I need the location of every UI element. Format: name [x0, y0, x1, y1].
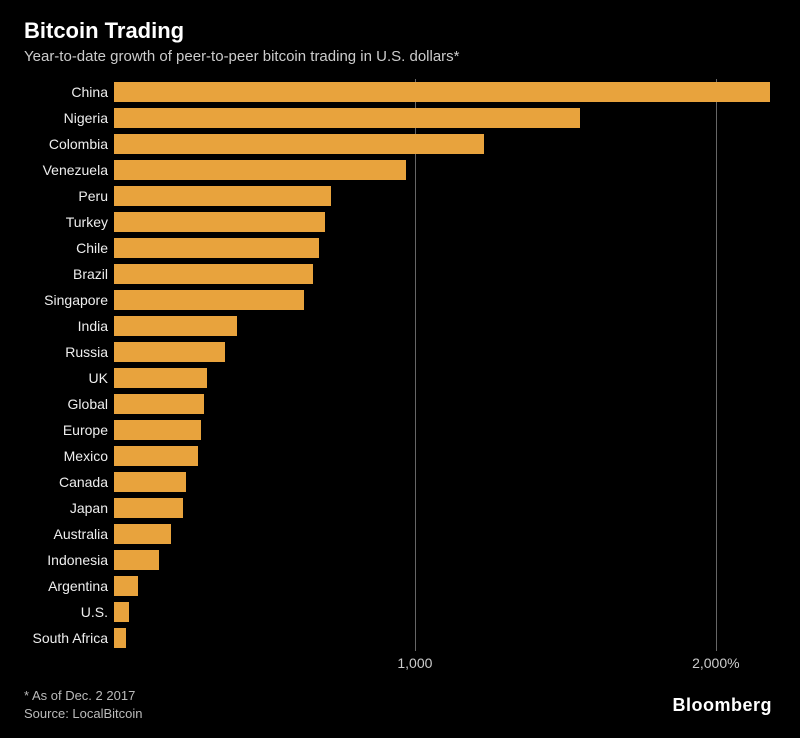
bar: [114, 550, 159, 570]
bar-row: UK: [24, 365, 776, 391]
bar-label: Russia: [24, 339, 108, 365]
bar: [114, 420, 201, 440]
bar-label: Japan: [24, 495, 108, 521]
bar-label: Brazil: [24, 261, 108, 287]
bar-row: Venezuela: [24, 157, 776, 183]
bar-label: South Africa: [24, 625, 108, 651]
bar-label: Chile: [24, 235, 108, 261]
bar: [114, 602, 129, 622]
bar: [114, 394, 204, 414]
bar-label: Venezuela: [24, 157, 108, 183]
bar-row: Brazil: [24, 261, 776, 287]
bar-label: Europe: [24, 417, 108, 443]
bar-row: Nigeria: [24, 105, 776, 131]
bar-label: Australia: [24, 521, 108, 547]
bar: [114, 576, 138, 596]
bar-row: Colombia: [24, 131, 776, 157]
bar-label: Canada: [24, 469, 108, 495]
bar: [114, 108, 580, 128]
chart-subtitle: Year-to-date growth of peer-to-peer bitc…: [24, 48, 776, 65]
chart-title: Bitcoin Trading: [24, 18, 776, 44]
bar-row: Peru: [24, 183, 776, 209]
chart-footnote: * As of Dec. 2 2017 Source: LocalBitcoin: [24, 687, 776, 723]
bar: [114, 472, 186, 492]
bar-row: Chile: [24, 235, 776, 261]
x-tick-label: 1,000: [397, 655, 432, 671]
bar: [114, 524, 171, 544]
bar-row: Argentina: [24, 573, 776, 599]
bar: [114, 498, 183, 518]
bar-label: U.S.: [24, 599, 108, 625]
bar: [114, 238, 319, 258]
bar-row: Russia: [24, 339, 776, 365]
bar-row: South Africa: [24, 625, 776, 651]
bar: [114, 212, 325, 232]
bar-label: Singapore: [24, 287, 108, 313]
bar-row: Turkey: [24, 209, 776, 235]
bar-row: Singapore: [24, 287, 776, 313]
bar: [114, 446, 198, 466]
bar: [114, 290, 304, 310]
bar: [114, 82, 770, 102]
bar-row: Canada: [24, 469, 776, 495]
bar: [114, 342, 225, 362]
footnote-source: Source: LocalBitcoin: [24, 705, 776, 723]
bar-row: Indonesia: [24, 547, 776, 573]
bar-label: Colombia: [24, 131, 108, 157]
bar-row: Mexico: [24, 443, 776, 469]
bar-row: U.S.: [24, 599, 776, 625]
bar-row: Europe: [24, 417, 776, 443]
bar-label: Turkey: [24, 209, 108, 235]
footnote-asof: * As of Dec. 2 2017: [24, 687, 776, 705]
bar: [114, 264, 313, 284]
bar-label: Mexico: [24, 443, 108, 469]
bar-label: Indonesia: [24, 547, 108, 573]
chart-area: ChinaNigeriaColombiaVenezuelaPeruTurkeyC…: [24, 79, 776, 677]
bar-label: China: [24, 79, 108, 105]
brand-logo: Bloomberg: [672, 695, 772, 716]
bar-row: China: [24, 79, 776, 105]
bar-label: Nigeria: [24, 105, 108, 131]
bar: [114, 368, 207, 388]
bar-row: India: [24, 313, 776, 339]
bar-row: Global: [24, 391, 776, 417]
bar: [114, 160, 406, 180]
bar-label: Argentina: [24, 573, 108, 599]
bar-label: Peru: [24, 183, 108, 209]
bar: [114, 134, 484, 154]
bar: [114, 628, 126, 648]
bar-label: UK: [24, 365, 108, 391]
bar: [114, 186, 331, 206]
bar-row: Australia: [24, 521, 776, 547]
bar-row: Japan: [24, 495, 776, 521]
bar: [114, 316, 237, 336]
bar-label: Global: [24, 391, 108, 417]
bar-label: India: [24, 313, 108, 339]
x-tick-label: 2,000%: [692, 655, 739, 671]
